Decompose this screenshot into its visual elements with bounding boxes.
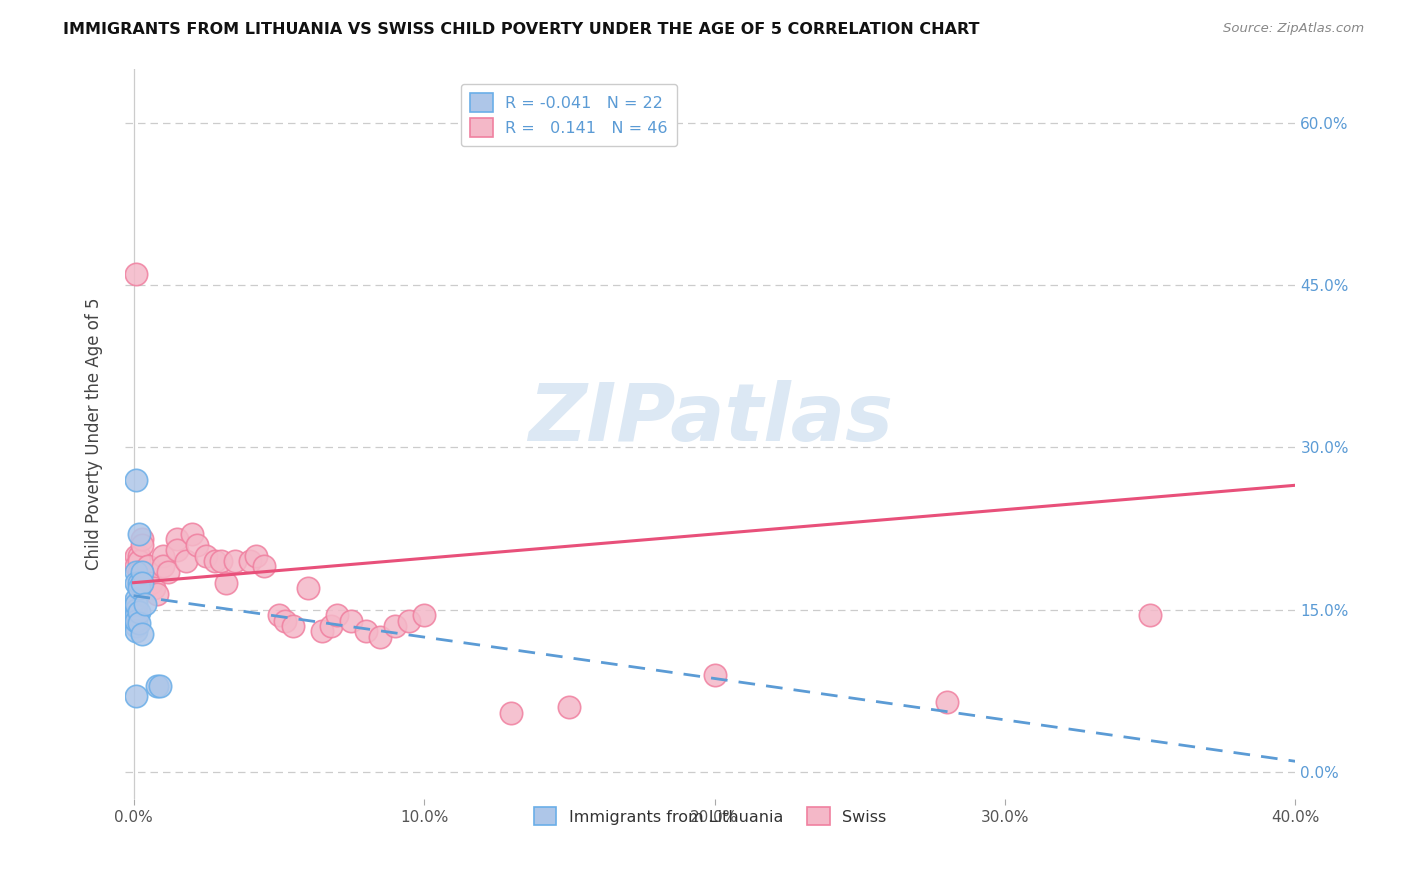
Text: ZIPatlas: ZIPatlas	[527, 380, 893, 458]
Point	[239, 554, 262, 568]
Point	[134, 598, 156, 612]
Point	[146, 679, 169, 693]
Point	[131, 626, 153, 640]
Point	[267, 608, 290, 623]
Point	[354, 624, 377, 639]
Point	[131, 575, 153, 590]
Point	[142, 581, 165, 595]
Point	[128, 605, 150, 619]
Point	[125, 598, 148, 612]
Point	[703, 667, 725, 681]
Point	[131, 538, 153, 552]
Point	[146, 586, 169, 600]
Point	[125, 473, 148, 487]
Point	[245, 549, 267, 563]
Point	[174, 554, 197, 568]
Point	[166, 543, 188, 558]
Point	[125, 690, 148, 704]
Text: Source: ZipAtlas.com: Source: ZipAtlas.com	[1223, 22, 1364, 36]
Point	[128, 615, 150, 630]
Point	[297, 581, 319, 595]
Point	[273, 614, 295, 628]
Point	[125, 575, 148, 590]
Point	[125, 619, 148, 633]
Point	[125, 608, 148, 623]
Point	[340, 614, 363, 628]
Point	[128, 549, 150, 563]
Point	[152, 559, 174, 574]
Point	[136, 559, 159, 574]
Point	[326, 608, 349, 623]
Point	[370, 630, 392, 644]
Point	[128, 527, 150, 541]
Point	[253, 559, 276, 574]
Point	[139, 575, 162, 590]
Point	[319, 619, 342, 633]
Point	[128, 581, 150, 595]
Point	[125, 267, 148, 281]
Point	[413, 608, 436, 623]
Point	[1139, 608, 1161, 623]
Point	[311, 624, 333, 639]
Point	[384, 619, 406, 633]
Y-axis label: Child Poverty Under the Age of 5: Child Poverty Under the Age of 5	[86, 298, 103, 570]
Point	[125, 603, 148, 617]
Text: IMMIGRANTS FROM LITHUANIA VS SWISS CHILD POVERTY UNDER THE AGE OF 5 CORRELATION : IMMIGRANTS FROM LITHUANIA VS SWISS CHILD…	[63, 22, 980, 37]
Point	[125, 624, 148, 639]
Point	[209, 554, 232, 568]
Point	[204, 554, 226, 568]
Point	[125, 565, 148, 579]
Point	[195, 549, 218, 563]
Point	[215, 575, 238, 590]
Point	[125, 614, 148, 628]
Point	[149, 679, 172, 693]
Point	[558, 700, 581, 714]
Point	[224, 554, 246, 568]
Point	[131, 565, 153, 579]
Point	[152, 549, 174, 563]
Point	[128, 554, 150, 568]
Point	[125, 591, 148, 606]
Point	[283, 619, 305, 633]
Point	[166, 533, 188, 547]
Point	[186, 538, 208, 552]
Point	[157, 565, 180, 579]
Point	[180, 527, 202, 541]
Point	[131, 533, 153, 547]
Point	[128, 565, 150, 579]
Point	[501, 706, 523, 720]
Point	[128, 575, 150, 590]
Point	[125, 559, 148, 574]
Point	[398, 614, 420, 628]
Legend: Immigrants from Lithuania, Swiss: Immigrants from Lithuania, Swiss	[524, 797, 896, 835]
Point	[125, 549, 148, 563]
Point	[935, 695, 957, 709]
